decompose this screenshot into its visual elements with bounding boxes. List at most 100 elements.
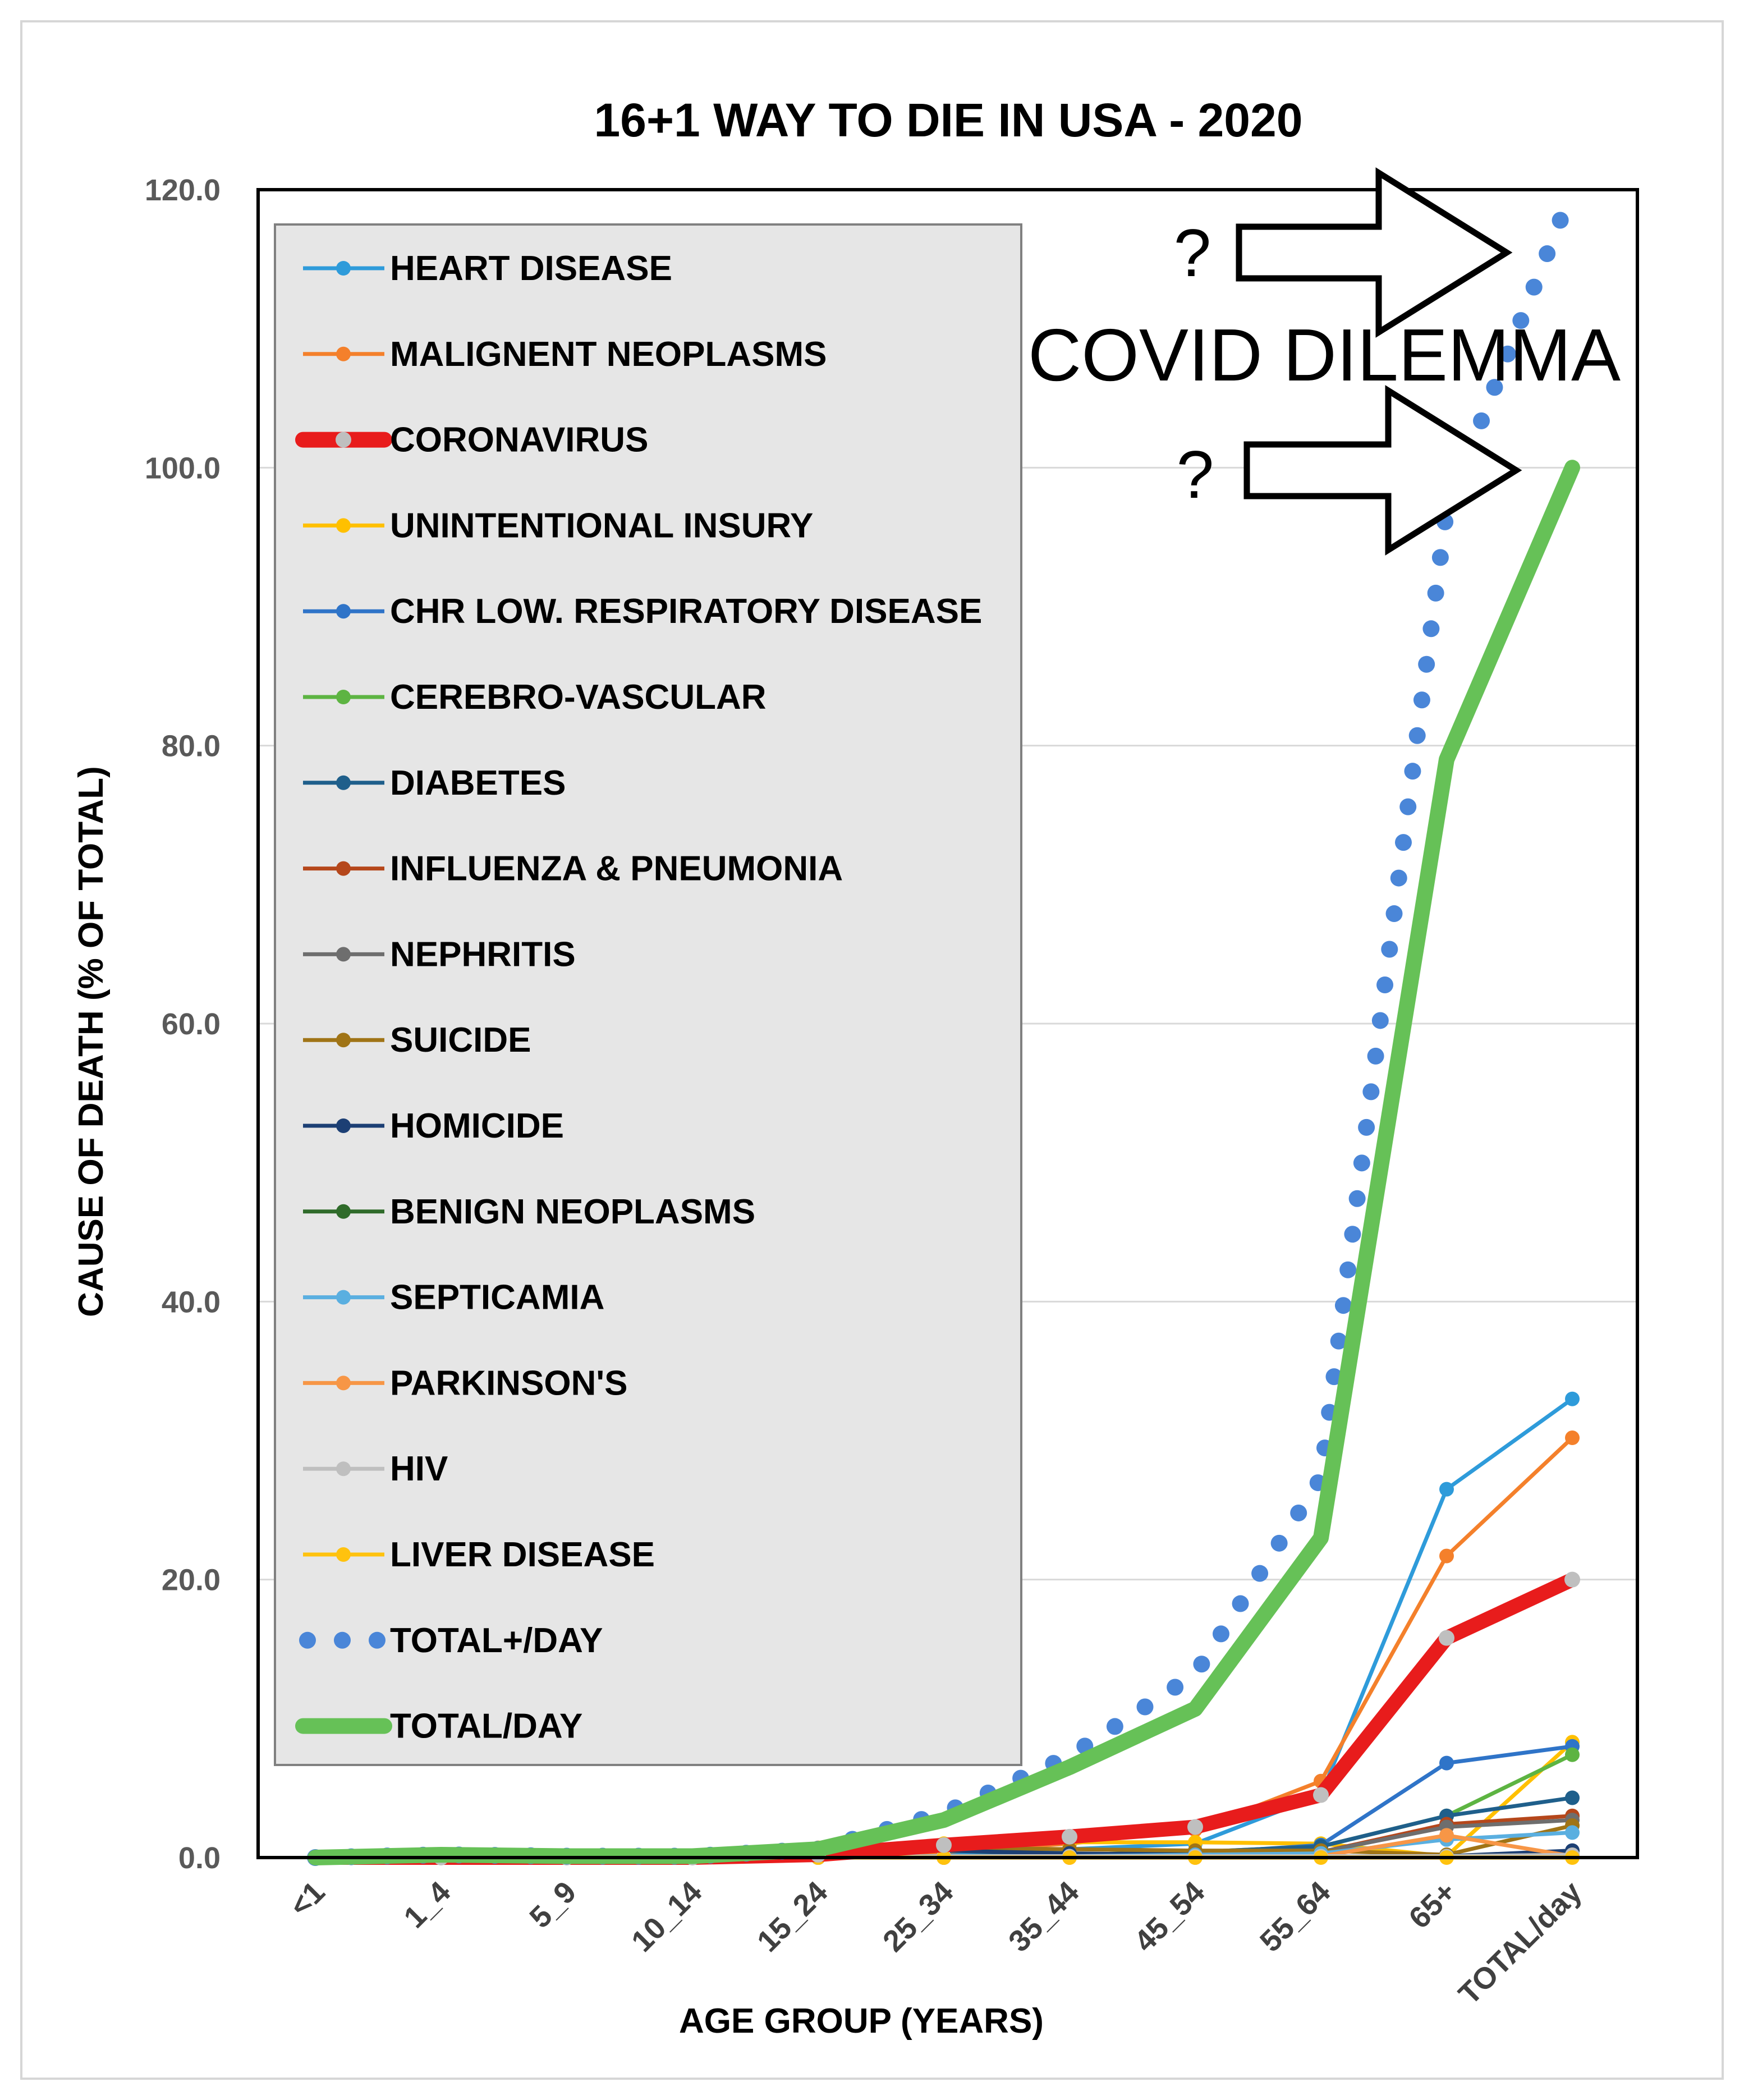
legend-item: BENIGN NEOPLASMS bbox=[303, 1193, 755, 1231]
legend-label: SEPTICAMIA bbox=[390, 1278, 604, 1317]
legend-item: UNINTENTIONAL INSURY bbox=[303, 506, 813, 545]
legend-swatch-marker bbox=[336, 518, 351, 533]
legend-label: HOMICIDE bbox=[390, 1107, 564, 1145]
data-point bbox=[1565, 1430, 1580, 1446]
arrow-upper bbox=[1236, 167, 1513, 338]
legend-item: TOTAL/DAY bbox=[295, 1707, 582, 1746]
legend-swatch-dot bbox=[369, 1631, 385, 1649]
legend-label: SUICIDE bbox=[390, 1021, 531, 1060]
legend-item: TOTAL+/DAY bbox=[299, 1621, 603, 1660]
x-tick-label: 65+ bbox=[1402, 1875, 1462, 1935]
legend-swatch-marker bbox=[336, 346, 351, 361]
y-tick-label: 20.0 bbox=[162, 1563, 221, 1597]
legend-item: PARKINSON'S bbox=[303, 1364, 628, 1402]
y-tick-label: 60.0 bbox=[162, 1007, 221, 1041]
legend-label: TOTAL/DAY bbox=[390, 1707, 582, 1746]
legend-swatch-marker bbox=[336, 1033, 351, 1048]
plot-area-border bbox=[256, 188, 1639, 1859]
y-axis-label: CAUSE OF DEATH (% OF TOTAL) bbox=[72, 766, 111, 1317]
legend-label: CHR LOW. RESPIRATORY DISEASE bbox=[390, 592, 982, 631]
data-point bbox=[1564, 1571, 1580, 1588]
legend-item: DIABETES bbox=[303, 764, 566, 803]
y-tick-label: 100.0 bbox=[145, 451, 221, 485]
legend-item: HEART DISEASE bbox=[303, 249, 672, 288]
legend-item: CORONAVIRUS bbox=[295, 421, 648, 460]
legend-label: INFLUENZA & PNEUMONIA bbox=[390, 850, 843, 888]
question-mark-lower: ? bbox=[1177, 437, 1214, 512]
legend-swatch-marker bbox=[336, 690, 351, 704]
legend-swatch-marker bbox=[336, 1461, 351, 1477]
data-point bbox=[1313, 1787, 1329, 1803]
legend-label: UNINTENTIONAL INSURY bbox=[390, 506, 813, 545]
data-point bbox=[1439, 1755, 1454, 1771]
legend-swatch-dot bbox=[299, 1631, 316, 1649]
x-tick-label: 15_24 bbox=[751, 1875, 834, 1959]
y-axis-ticks: 0.0 20.0 40.0 60.0 80.0 100.0 120.0 bbox=[145, 173, 221, 1875]
legend-label: LIVER DISEASE bbox=[390, 1535, 655, 1574]
legend-swatch-marker bbox=[336, 604, 351, 619]
legend-item: LIVER DISEASE bbox=[303, 1535, 655, 1574]
legend-box bbox=[274, 223, 1022, 1766]
data-point bbox=[1565, 1825, 1580, 1840]
legend-swatch-marker bbox=[336, 432, 351, 448]
legend-item: SUICIDE bbox=[303, 1021, 531, 1060]
x-axis-ticks: <1 1_4 5_9 10_14 15_24 25_34 35_44 45_54 55_64 65… bbox=[283, 1875, 1589, 2011]
legend-swatch-marker bbox=[336, 947, 351, 962]
legend-swatch-marker bbox=[336, 261, 351, 276]
x-tick-label: 35_44 bbox=[1002, 1875, 1086, 1959]
covid-dilemma-text: COVID DILEMMA bbox=[1028, 314, 1621, 396]
legend-item: CEREBRO-VASCULAR bbox=[303, 678, 767, 717]
data-point bbox=[1439, 1482, 1454, 1497]
data-point bbox=[936, 1837, 952, 1853]
legend-item: SEPTICAMIA bbox=[303, 1278, 604, 1317]
legend-item: INFLUENZA & PNEUMONIA bbox=[303, 850, 843, 888]
x-tick-label: 25_34 bbox=[876, 1875, 960, 1959]
legend-label: CORONAVIRUS bbox=[390, 421, 648, 460]
legend-item: HOMICIDE bbox=[303, 1107, 564, 1145]
legend-label: TOTAL+/DAY bbox=[390, 1621, 603, 1660]
x-tick-label: 1_4 bbox=[397, 1875, 457, 1934]
legend: HEART DISEASE MALIGNENT NEOPLASMS CORONAVI… bbox=[274, 223, 1022, 1766]
legend-swatch-marker bbox=[336, 861, 351, 876]
chart-title: 16+1 WAY TO DIE IN USA - 2020 bbox=[594, 94, 1303, 146]
data-point bbox=[1062, 1828, 1077, 1845]
data-point bbox=[1565, 1790, 1580, 1805]
legend-label: CEREBRO-VASCULAR bbox=[390, 678, 767, 717]
y-tick-label: 80.0 bbox=[162, 730, 221, 763]
chart-frame bbox=[20, 20, 1724, 2080]
data-point bbox=[1439, 1630, 1454, 1646]
series-total-day bbox=[308, 460, 1580, 1865]
data-point bbox=[1565, 1747, 1580, 1762]
x-tick-label: <1 bbox=[283, 1875, 332, 1923]
data-point bbox=[1187, 1819, 1203, 1835]
x-axis-label: AGE GROUP (YEARS) bbox=[679, 2002, 1044, 2041]
x-tick-label: 55_64 bbox=[1254, 1875, 1337, 1959]
x-tick-label: 45_54 bbox=[1128, 1875, 1211, 1959]
legend-label: NEPHRITIS bbox=[390, 935, 576, 974]
legend-item: CHR LOW. RESPIRATORY DISEASE bbox=[303, 592, 982, 631]
legend-swatch-marker bbox=[336, 1290, 351, 1305]
legend-swatch-dot bbox=[334, 1631, 351, 1649]
legend-swatch-marker bbox=[336, 775, 351, 790]
annotations: ?? COVID DILEMMA bbox=[1028, 167, 1621, 556]
legend-label: DIABETES bbox=[390, 764, 566, 803]
data-point bbox=[1439, 1548, 1454, 1563]
x-tick-label: TOTAL/day bbox=[1452, 1875, 1589, 2011]
data-point bbox=[1565, 1391, 1580, 1406]
y-tick-label: 40.0 bbox=[162, 1285, 221, 1319]
y-tick-label: 0.0 bbox=[178, 1841, 221, 1875]
arrow-lower bbox=[1243, 385, 1522, 556]
legend-label: MALIGNENT NEOPLASMS bbox=[390, 335, 827, 374]
x-tick-label: 5_9 bbox=[523, 1875, 582, 1934]
legend-label: HEART DISEASE bbox=[390, 249, 672, 288]
legend-item: MALIGNENT NEOPLASMS bbox=[303, 335, 827, 374]
legend-item: HIV bbox=[303, 1450, 448, 1488]
legend-label: PARKINSON'S bbox=[390, 1364, 628, 1402]
y-tick-label: 120.0 bbox=[145, 173, 221, 207]
legend-item: NEPHRITIS bbox=[303, 935, 576, 974]
data-point bbox=[1439, 1828, 1454, 1843]
legend-label: HIV bbox=[390, 1450, 448, 1488]
legend-swatch-marker bbox=[336, 1118, 351, 1133]
question-mark-upper: ? bbox=[1174, 215, 1211, 291]
